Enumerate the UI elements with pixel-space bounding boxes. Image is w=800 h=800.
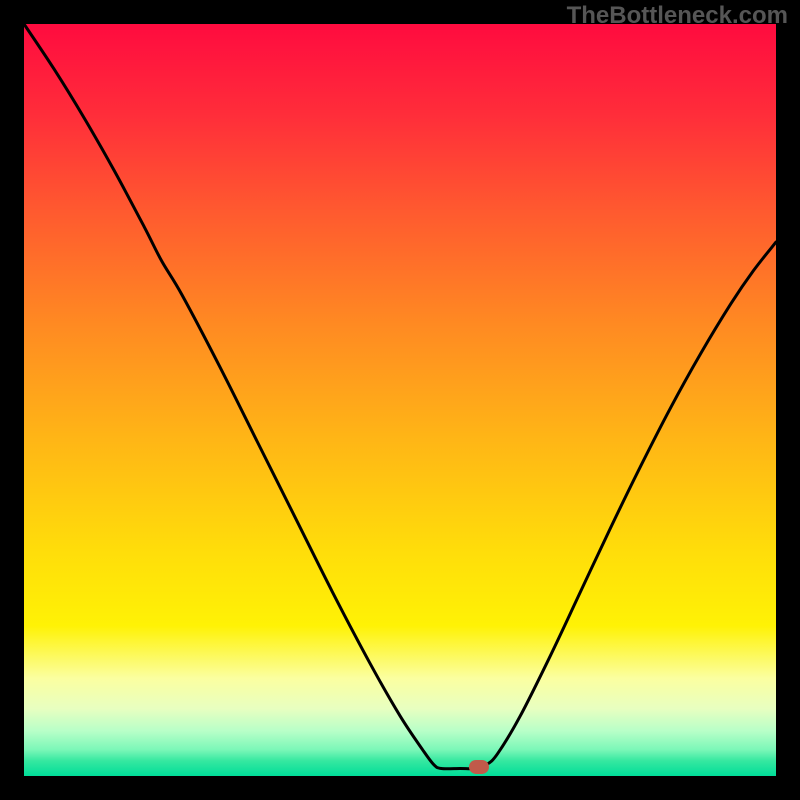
optimal-point-marker [469, 760, 489, 774]
chart-frame: TheBottleneck.com [0, 0, 800, 800]
watermark-text: TheBottleneck.com [567, 2, 788, 30]
chart-svg [0, 0, 800, 800]
plot-background [24, 24, 776, 776]
